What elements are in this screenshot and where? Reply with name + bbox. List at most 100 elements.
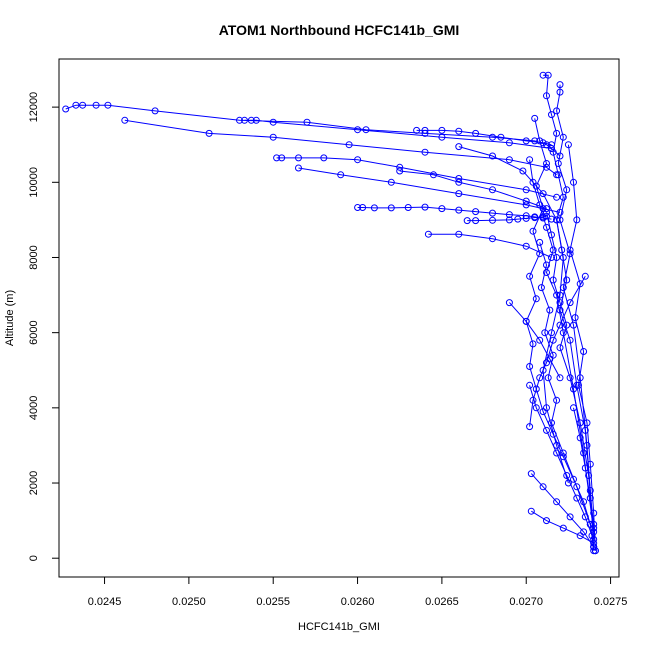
- data-point: [570, 404, 577, 412]
- data-point: [558, 246, 566, 254]
- data-point: [531, 114, 539, 122]
- data-point: [573, 494, 581, 502]
- data-point: [354, 156, 362, 164]
- data-point: [556, 344, 564, 352]
- data-point: [532, 385, 540, 393]
- data-point: [455, 175, 463, 182]
- data-point: [438, 133, 446, 141]
- data-point: [273, 154, 281, 162]
- series-line: [399, 170, 547, 210]
- series-line: [428, 233, 552, 258]
- series-line: [529, 385, 595, 551]
- data-point: [575, 381, 582, 389]
- data-point: [570, 178, 577, 186]
- data-point: [121, 116, 129, 124]
- series-line: [65, 104, 552, 149]
- data-point: [455, 190, 463, 198]
- data-point: [548, 111, 555, 119]
- data-point: [556, 374, 564, 382]
- data-point: [472, 217, 480, 225]
- data-point: [549, 276, 557, 284]
- data-point: [252, 116, 260, 124]
- data-point: [531, 214, 539, 222]
- data-point: [543, 269, 550, 276]
- data-point: [543, 92, 550, 100]
- series-line: [529, 159, 595, 532]
- data-point: [532, 404, 540, 412]
- data-point: [505, 216, 513, 224]
- data-point: [566, 513, 574, 521]
- data-point: [536, 201, 544, 209]
- data-point: [527, 507, 535, 515]
- data-point: [543, 160, 550, 167]
- data-point: [539, 483, 547, 491]
- series-line: [244, 119, 561, 157]
- data-point: [79, 101, 87, 109]
- data-point: [563, 186, 571, 194]
- data-point: [553, 449, 561, 457]
- x-tick-label: 0.0270: [509, 596, 543, 608]
- data-point: [320, 154, 328, 162]
- data-point: [570, 475, 577, 483]
- data-point: [526, 423, 534, 431]
- series-line: [556, 84, 595, 540]
- data-point: [556, 88, 564, 96]
- y-tick-label: 8000: [28, 245, 40, 269]
- data-point: [573, 483, 581, 491]
- data-point: [519, 167, 527, 175]
- data-point: [537, 284, 545, 292]
- data-point: [554, 160, 562, 167]
- data-point: [573, 216, 581, 224]
- data-point: [576, 280, 584, 288]
- data-point: [522, 186, 530, 194]
- data-point: [522, 201, 530, 209]
- data-point: [205, 129, 213, 137]
- x-axis: 0.0245 0.0250 0.0255 0.0260 0.0265 0.0270 0.02…: [88, 576, 627, 608]
- data-point: [295, 154, 302, 162]
- data-point: [559, 524, 567, 532]
- data-point: [396, 167, 404, 175]
- series-line: [458, 146, 569, 484]
- data-point: [536, 336, 544, 344]
- y-tick-label: 10000: [28, 167, 40, 198]
- data-point: [387, 204, 395, 212]
- data-point: [536, 238, 544, 246]
- data-point: [559, 449, 567, 457]
- data-point: [539, 71, 547, 79]
- data-point: [529, 227, 537, 235]
- data-point: [556, 299, 564, 307]
- data-point: [559, 284, 567, 292]
- data-point: [455, 206, 463, 214]
- chart-title: ATOM1 Northbound HCFC141b_GMI: [219, 22, 460, 38]
- data-point: [522, 137, 530, 145]
- data-point: [241, 116, 248, 124]
- series-line: [124, 119, 557, 176]
- data-point: [354, 126, 362, 134]
- data-point: [539, 408, 547, 416]
- data-point: [553, 107, 561, 115]
- data-point: [531, 137, 539, 145]
- data-point: [549, 336, 557, 344]
- data-point: [563, 321, 571, 329]
- data-point: [455, 178, 463, 186]
- data-point: [546, 355, 554, 363]
- series-line: [567, 144, 596, 551]
- data-point: [269, 118, 277, 126]
- x-tick-label: 0.0260: [341, 596, 375, 608]
- data-point: [269, 133, 277, 141]
- data-point: [553, 254, 561, 261]
- data-point: [438, 205, 446, 213]
- data-point: [151, 107, 159, 115]
- data-point: [387, 178, 395, 186]
- data-point: [421, 148, 429, 156]
- data-point: [539, 213, 547, 221]
- data-point: [62, 105, 70, 113]
- data-point: [526, 272, 534, 280]
- data-point: [571, 314, 579, 322]
- data-point: [522, 317, 530, 325]
- data-point: [526, 381, 534, 389]
- data-point: [72, 101, 80, 109]
- data-point: [553, 498, 561, 506]
- data-point: [536, 374, 544, 382]
- y-axis: 0 2000 4000 6000 8000 10000 12000: [28, 92, 60, 561]
